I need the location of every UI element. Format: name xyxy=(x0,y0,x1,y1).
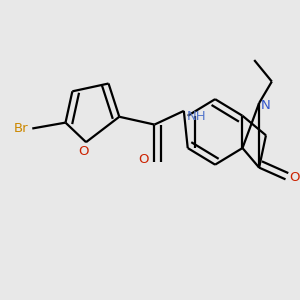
Text: N: N xyxy=(261,99,271,112)
Text: NH: NH xyxy=(187,110,206,123)
Text: O: O xyxy=(290,171,300,184)
Text: O: O xyxy=(78,145,88,158)
Text: O: O xyxy=(138,153,148,166)
Text: Br: Br xyxy=(14,122,28,135)
